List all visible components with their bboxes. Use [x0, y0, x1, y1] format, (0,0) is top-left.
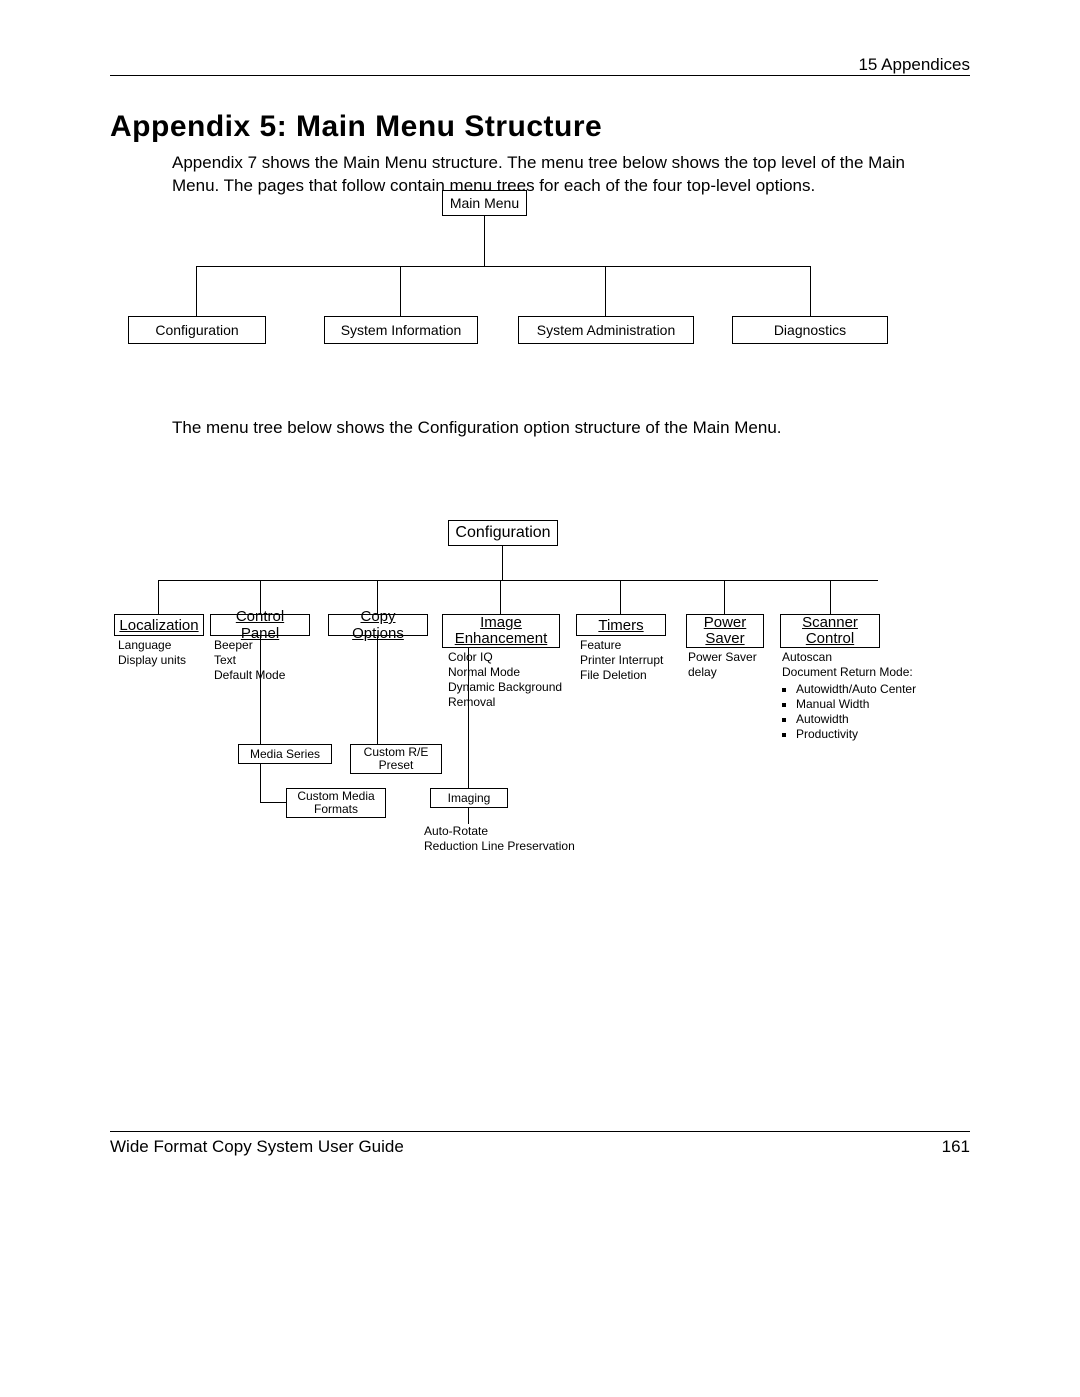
tree2-localization: Localization: [114, 614, 204, 636]
tree2-sc-i0: Autoscan: [782, 650, 832, 664]
tree2-custom-media: Custom Media Formats: [286, 788, 386, 818]
tree2-loc-i1: Display units: [118, 653, 186, 667]
tree2-scanner: Scanner Control: [780, 614, 880, 648]
tree2-copyoptions: Copy Options: [328, 614, 428, 636]
tree2-root: Configuration: [448, 520, 558, 546]
page: 15 Appendices Appendix 5: Main Menu Stru…: [110, 0, 970, 1397]
tree2-scanner-bullets: Autowidth/Auto Center Manual Width Autow…: [782, 682, 922, 742]
tree2-timers-items: Feature Printer Interrupt File Deletion: [580, 638, 680, 683]
tree1-drop-2: [400, 266, 401, 316]
tree1-root: Main Menu: [442, 190, 527, 216]
footer-left: Wide Format Copy System User Guide: [110, 1137, 404, 1157]
tree1-child-sysadmin: System Administration: [518, 316, 694, 344]
tree1-drop-1: [196, 266, 197, 316]
tree2-img-stem2: [468, 808, 469, 824]
tree2-drop-6: [724, 580, 725, 614]
tree2-powersaver-items: Power Saver delay: [688, 650, 778, 680]
tree1-stem: [484, 216, 485, 266]
tree2-ie-i2: Dynamic Background Removal: [448, 680, 562, 709]
tree2-cp-stem: [260, 636, 261, 802]
header-section: 15 Appendices: [858, 55, 970, 75]
tree2-cp-i0: Beeper: [214, 638, 253, 652]
tree1-drop-4: [810, 266, 811, 316]
tree2-cp-i1: Text: [214, 653, 236, 667]
tree2-sc-b3: Productivity: [796, 727, 922, 742]
main-menu-tree: Main Menu Configuration System Informati…: [110, 190, 970, 370]
tree2-co-stem: [377, 636, 378, 754]
tree2-ps-i0: Power Saver delay: [688, 650, 757, 679]
tree2-ie-i1: Normal Mode: [448, 665, 520, 679]
tree2-cp-i2: Default Mode: [214, 668, 285, 682]
tree2-imaging-items: Auto-Rotate Reduction Line Preservation: [424, 824, 604, 854]
tree2-imaging: Imaging: [430, 788, 508, 808]
tree2-custom-re: Custom R/E Preset: [350, 744, 442, 774]
tree2-im-i0: Auto-Rotate: [424, 824, 488, 838]
tree1-child-diagnostics: Diagnostics: [732, 316, 888, 344]
tree1-child-sysinfo: System Information: [324, 316, 478, 344]
header-rule: [110, 75, 970, 76]
tree2-sc-i1: Document Return Mode:: [782, 665, 913, 679]
tree2-t-i2: File Deletion: [580, 668, 647, 682]
tree2-bus: [158, 580, 878, 581]
tree2-scanner-items: Autoscan Document Return Mode: Autowidth…: [782, 650, 922, 742]
tree2-media-series: Media Series: [238, 744, 332, 764]
tree2-timers: Timers: [576, 614, 666, 636]
tree2-drop-4: [500, 580, 501, 614]
tree2-drop-1: [158, 580, 159, 614]
tree2-imageenh: Image Enhancement: [442, 614, 560, 648]
mid-text: The menu tree below shows the Configurat…: [172, 417, 952, 440]
tree2-drop-7: [830, 580, 831, 614]
tree1-child-configuration: Configuration: [128, 316, 266, 344]
tree2-img-stem: [468, 648, 469, 802]
tree2-drop-5: [620, 580, 621, 614]
tree2-loc-i0: Language: [118, 638, 171, 652]
tree2-sc-b1: Manual Width: [796, 697, 922, 712]
tree2-ie-i0: Color IQ: [448, 650, 493, 664]
tree2-sc-b0: Autowidth/Auto Center: [796, 682, 922, 697]
tree2-sc-b2: Autowidth: [796, 712, 922, 727]
footer-right: 161: [942, 1137, 970, 1157]
tree2-t-i0: Feature: [580, 638, 621, 652]
tree2-im-i1: Reduction Line Preservation: [424, 839, 575, 853]
tree2-powersaver: Power Saver: [686, 614, 764, 648]
tree2-controlpanel-items: Beeper Text Default Mode: [214, 638, 314, 683]
page-title: Appendix 5: Main Menu Structure: [110, 110, 602, 144]
tree1-drop-3: [605, 266, 606, 316]
footer-rule: [110, 1131, 970, 1132]
tree1-bus: [196, 266, 810, 267]
tree2-localization-items: Language Display units: [118, 638, 208, 668]
config-tree: Configuration Localization Language Disp…: [110, 520, 970, 880]
tree2-stem: [502, 546, 503, 580]
tree2-controlpanel: Control Panel: [210, 614, 310, 636]
tree2-t-i1: Printer Interrupt: [580, 653, 663, 667]
